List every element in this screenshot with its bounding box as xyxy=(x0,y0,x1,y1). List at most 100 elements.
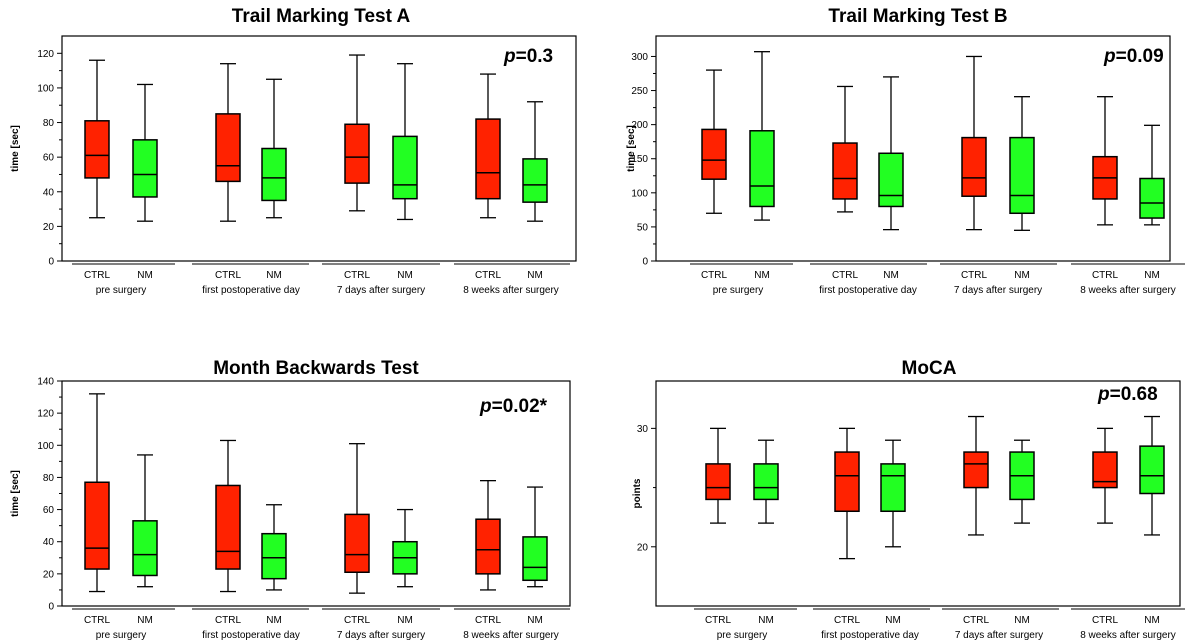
y-axis-label: time [sec] xyxy=(10,125,21,172)
p-value-annotation: p=0.68 xyxy=(1097,384,1158,405)
box-iqr xyxy=(1139,177,1165,219)
box-ctrl xyxy=(1092,427,1118,524)
plot-frame xyxy=(655,380,1181,607)
y-tick-label: 60 xyxy=(43,153,55,164)
box-nm xyxy=(132,454,158,588)
y-tick-label: 120 xyxy=(37,409,54,420)
category-label: NM xyxy=(397,270,413,281)
category-label: NM xyxy=(527,615,543,626)
y-tick-label: 300 xyxy=(631,52,648,63)
y-tick-label: 140 xyxy=(37,377,54,388)
box-ctrl xyxy=(84,393,110,593)
category-label: NM xyxy=(527,270,543,281)
category-label: CTRL xyxy=(344,615,371,626)
box-iqr xyxy=(749,130,775,208)
box-iqr xyxy=(961,136,987,197)
category-label: CTRL xyxy=(215,270,242,281)
y-tick-label: 100 xyxy=(631,188,648,199)
box-ctrl xyxy=(963,415,989,536)
y-tick-label: 200 xyxy=(631,120,648,131)
box-iqr xyxy=(475,118,501,200)
group-label: 7 days after surgery xyxy=(337,630,425,641)
y-axis-label: time [sec] xyxy=(10,470,21,517)
box-nm xyxy=(1009,96,1035,231)
category-label: NM xyxy=(266,270,282,281)
group-label: pre surgery xyxy=(96,285,147,296)
group-label: first postoperative day xyxy=(202,630,300,641)
y-tick-label: 40 xyxy=(43,187,55,198)
box-iqr xyxy=(215,484,241,570)
group-label: pre surgery xyxy=(713,285,764,296)
category-label: CTRL xyxy=(1092,615,1119,626)
box-nm xyxy=(132,83,158,222)
group-label: first postoperative day xyxy=(819,285,917,296)
y-tick-label: 50 xyxy=(637,222,649,233)
category-label: CTRL xyxy=(701,270,728,281)
group-label: first postoperative day xyxy=(202,285,300,296)
y-tick-label: 30 xyxy=(637,424,649,435)
box-iqr xyxy=(705,463,731,501)
y-tick-label: 80 xyxy=(43,118,55,129)
box-nm xyxy=(1139,124,1165,226)
box-ctrl xyxy=(832,85,858,213)
category-label: CTRL xyxy=(961,270,988,281)
box-ctrl xyxy=(705,427,731,524)
box-nm xyxy=(392,508,418,588)
plot-frame xyxy=(655,35,1171,262)
box-iqr xyxy=(215,113,241,183)
y-tick-label: 250 xyxy=(631,86,648,97)
panel-trail-marking-test-a: Trail Marking Test A 0 20 40 60 80 100 120 time… xyxy=(10,6,577,296)
box-iqr xyxy=(475,518,501,575)
p-value-annotation: p=0.09 xyxy=(1103,46,1164,67)
box-iqr xyxy=(261,532,287,580)
box-iqr xyxy=(344,513,370,574)
box-iqr xyxy=(1009,136,1035,215)
box-iqr xyxy=(84,481,110,570)
box-ctrl xyxy=(215,63,241,222)
box-nm xyxy=(261,504,287,591)
category-label: NM xyxy=(1144,270,1160,281)
category-label: CTRL xyxy=(832,270,859,281)
box-nm xyxy=(1009,439,1035,524)
category-label: CTRL xyxy=(344,270,371,281)
y-tick-label: 20 xyxy=(637,542,649,553)
category-label: CTRL xyxy=(963,615,990,626)
box-iqr xyxy=(701,128,727,180)
category-label: CTRL xyxy=(705,615,732,626)
y-tick-label: 0 xyxy=(48,257,54,268)
box-iqr xyxy=(878,152,904,208)
category-label: CTRL xyxy=(475,615,502,626)
panel-trail-marking-test-b: Trail Marking Test B 0 50 100 150 200 250 300 t… xyxy=(626,6,1185,296)
box-iqr xyxy=(880,463,906,513)
box-nm xyxy=(753,439,779,524)
box-ctrl xyxy=(344,54,370,212)
category-label: CTRL xyxy=(215,615,242,626)
category-label: NM xyxy=(883,270,899,281)
y-tick-label: 100 xyxy=(37,83,54,94)
category-label: NM xyxy=(266,615,282,626)
box-iqr xyxy=(132,520,158,577)
category-label: CTRL xyxy=(475,270,502,281)
box-iqr xyxy=(261,147,287,202)
box-ctrl xyxy=(961,55,987,231)
panel-month-backwards-test: Month Backwards Test 0 20 40 60 80 100 120 140 t… xyxy=(10,358,571,641)
group-label: 7 days after surgery xyxy=(955,630,1043,641)
category-label: NM xyxy=(1014,615,1030,626)
box-nm xyxy=(1139,415,1165,536)
group-label: first postoperative day xyxy=(821,630,919,641)
category-label: NM xyxy=(137,270,153,281)
box-iqr xyxy=(84,120,110,179)
group-label: 8 weeks after surgery xyxy=(463,630,559,641)
box-nm xyxy=(392,63,418,221)
category-label: NM xyxy=(137,615,153,626)
chart-title: Trail Marking Test B xyxy=(828,6,1007,27)
box-ctrl xyxy=(475,73,501,219)
category-label: CTRL xyxy=(1092,270,1119,281)
box-ctrl xyxy=(701,69,727,214)
box-nm xyxy=(261,78,287,219)
y-tick-label: 80 xyxy=(43,473,55,484)
box-nm xyxy=(749,51,775,221)
box-ctrl xyxy=(344,443,370,594)
box-iqr xyxy=(522,536,548,582)
box-nm xyxy=(522,101,548,222)
